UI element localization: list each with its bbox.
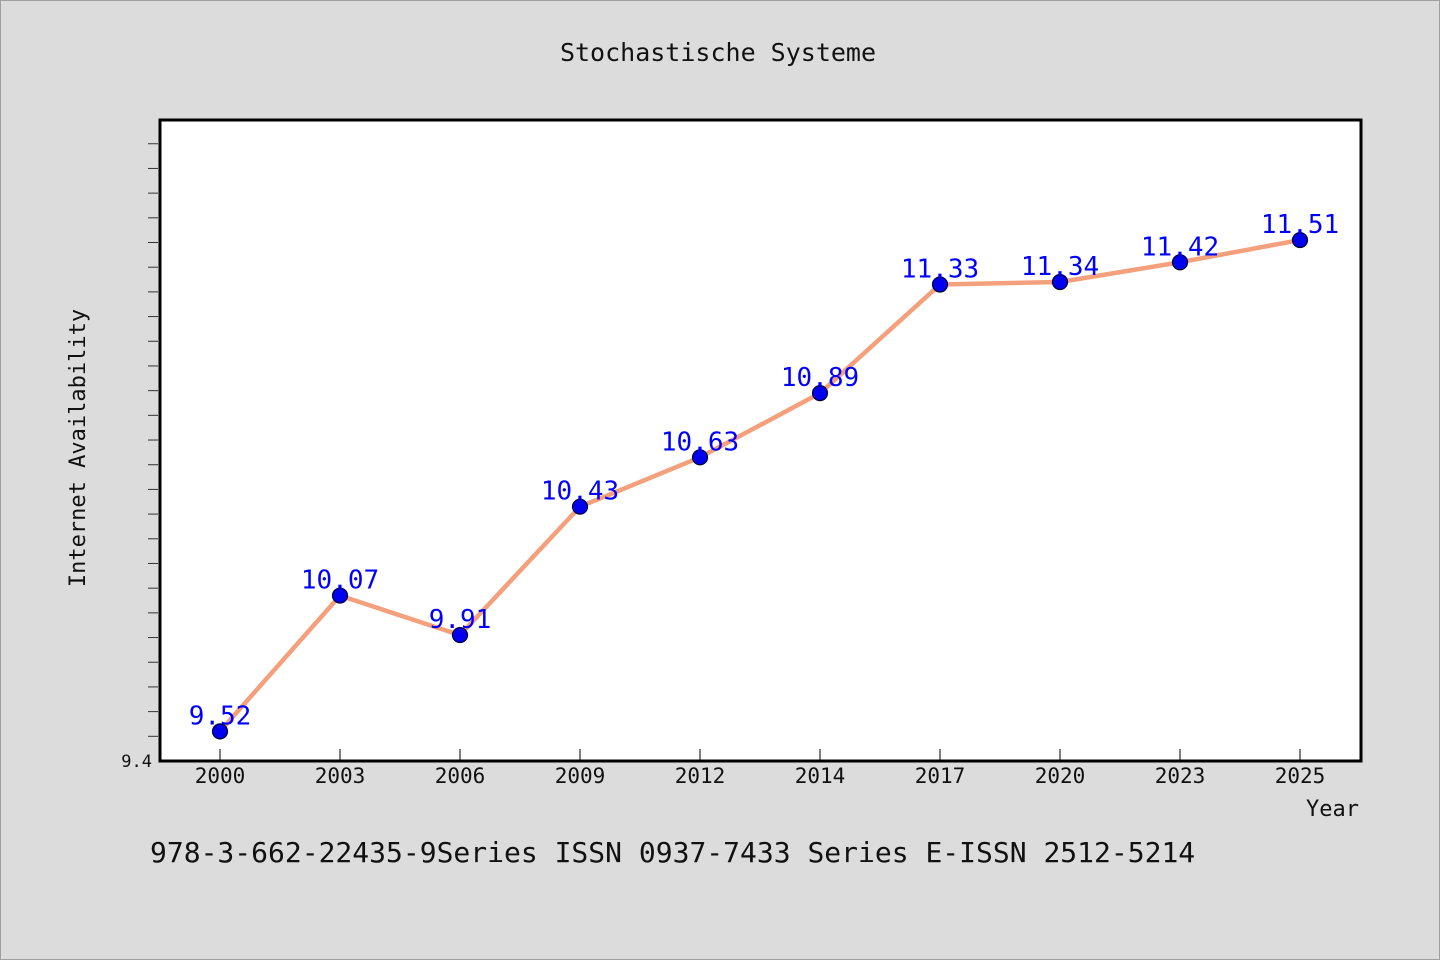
y-axis-ticks xyxy=(148,143,158,737)
footer-isbn-issn: 978-3-662-22435-9Series ISSN 0937-7433 S… xyxy=(150,836,1195,869)
x-tick-label: 2025 xyxy=(1275,764,1326,788)
plot-border xyxy=(158,118,1363,763)
series-line xyxy=(218,237,1301,733)
data-point xyxy=(931,276,949,293)
x-tick-label: 2017 xyxy=(915,764,966,788)
x-tick-label: 2003 xyxy=(315,764,366,788)
y-tick-label: 9.4 xyxy=(121,752,152,772)
data-label: 11.51 xyxy=(1261,210,1339,240)
data-point xyxy=(1291,231,1309,249)
x-tick-label: 2012 xyxy=(675,764,726,788)
y-axis-label: Internet Availability xyxy=(66,309,91,587)
data-point xyxy=(1171,254,1189,271)
data-point xyxy=(811,385,829,402)
data-point xyxy=(571,498,589,515)
chart-title: Stochastische Systeme xyxy=(560,38,876,67)
x-tick-label: 2020 xyxy=(1035,764,1086,788)
data-point xyxy=(211,723,229,740)
data-label: 10.63 xyxy=(661,427,739,457)
plot-area xyxy=(160,120,1361,761)
data-label: 9.52 xyxy=(189,701,252,731)
data-labels: 9.52 10.07 9.91 10.43 10.63 10.89 11.33 11.34 11… xyxy=(189,210,1339,731)
data-point xyxy=(1051,273,1069,291)
series-markers xyxy=(211,231,1309,740)
x-tick-label: 2000 xyxy=(195,764,246,788)
x-axis-ticks: 2000 2003 2006 2009 2012 2014 2017 2020 2023 2025 xyxy=(195,749,1326,788)
x-tick-label: 2023 xyxy=(1155,764,1206,788)
data-label: 10.89 xyxy=(781,363,859,393)
x-tick-label: 2009 xyxy=(555,764,606,788)
data-point xyxy=(331,587,349,604)
data-label: 10.07 xyxy=(301,566,379,596)
data-label: 11.42 xyxy=(1141,232,1219,262)
data-point xyxy=(691,449,709,466)
data-label: 9.91 xyxy=(429,605,492,635)
x-tick-label: 2006 xyxy=(435,764,486,788)
data-label: 11.34 xyxy=(1021,252,1099,282)
data-point xyxy=(451,626,469,644)
x-tick-label: 2014 xyxy=(795,764,846,788)
data-label: 10.43 xyxy=(541,477,619,507)
data-label: 11.33 xyxy=(901,254,979,284)
x-axis-label: Year xyxy=(1306,797,1359,822)
